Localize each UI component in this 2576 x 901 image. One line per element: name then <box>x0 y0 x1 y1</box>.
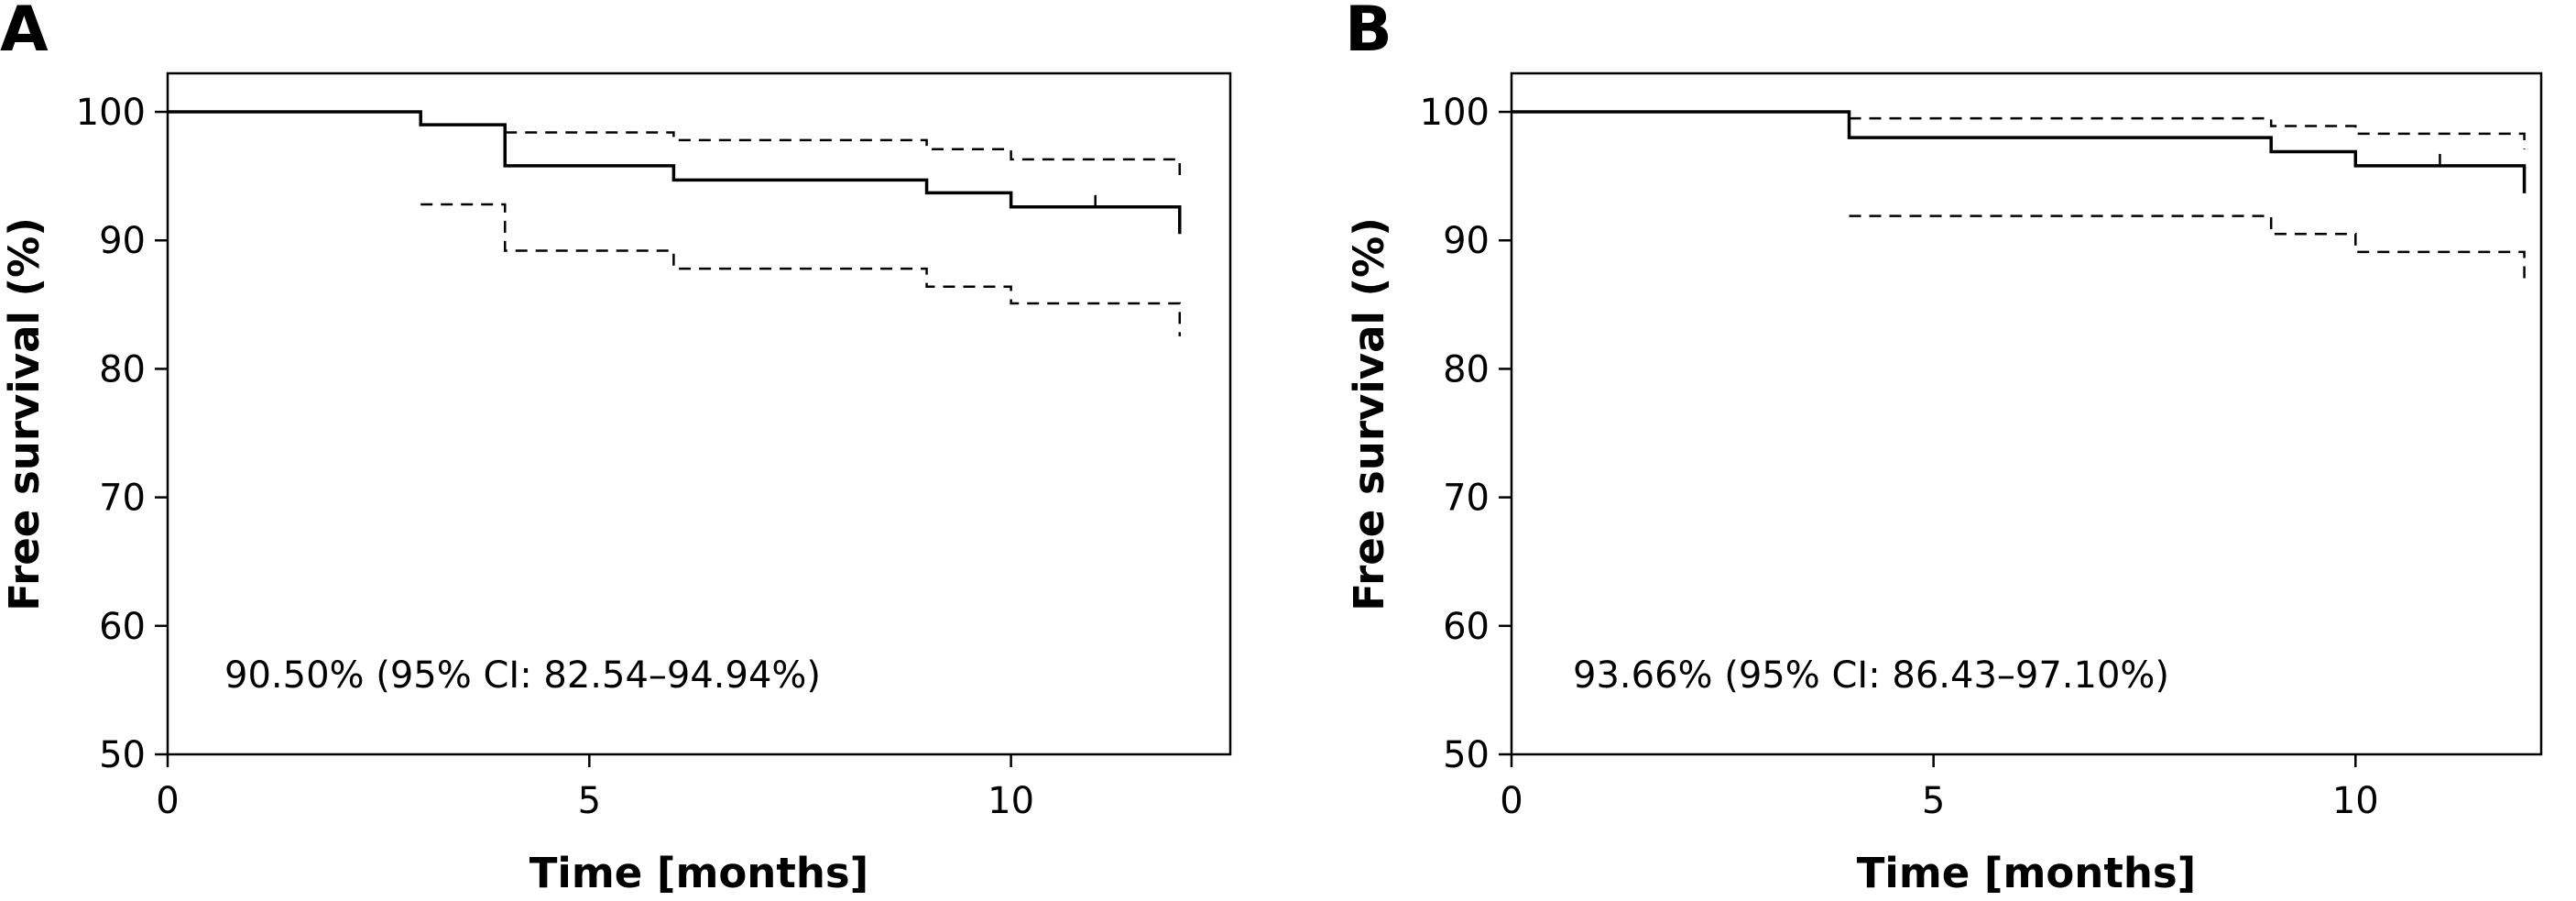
panel-b-annotation: 93.66% (95% CI: 86.43–97.10%) <box>1573 654 2169 697</box>
panel-a-axes: 50 60 70 80 90 100 0 5 10 <box>76 92 1034 822</box>
y-tick-label: 70 <box>99 478 146 520</box>
upper-ci-line <box>505 131 1182 177</box>
panel-b-y-axis-title: Free survival (%) <box>1345 217 1393 611</box>
y-tick-label: 50 <box>1443 734 1490 776</box>
y-tick-label: 80 <box>99 348 146 390</box>
panel-a-x-axis-title: Time [months] <box>529 849 869 897</box>
x-tick-label: 0 <box>156 780 179 822</box>
y-tick-label: 50 <box>99 734 146 776</box>
y-tick-label: 100 <box>76 92 146 134</box>
y-tick-label: 90 <box>1443 220 1490 262</box>
x-tick-label: 5 <box>578 780 601 822</box>
upper-ci-line <box>1849 116 2526 149</box>
x-tick-label: 10 <box>2332 780 2379 822</box>
x-tick-label: 0 <box>1500 780 1523 822</box>
y-tick-label: 80 <box>1443 348 1490 390</box>
panel-a-letter: A <box>0 0 49 66</box>
panel-a-annotation: 90.50% (95% CI: 82.54–94.94%) <box>224 654 821 697</box>
panel-b: B 50 60 70 80 90 100 0 5 10 93.66% (95% CI: 86.4… <box>1345 0 2543 897</box>
survival-curve <box>1512 110 2527 193</box>
panel-a-y-axis-title: Free survival (%) <box>0 217 49 611</box>
panel-b-plot-area <box>1512 110 2527 287</box>
x-tick-label: 5 <box>1922 780 1945 822</box>
survival-curve <box>168 110 1182 235</box>
panel-b-axes: 50 60 70 80 90 100 0 5 10 <box>1420 92 2379 822</box>
y-tick-label: 60 <box>1443 606 1490 648</box>
panel-a: A 50 60 70 80 90 100 0 5 10 90.50% (95% CI: 82.5… <box>0 0 1232 897</box>
panel-b-x-axis-title: Time [months] <box>1857 849 2197 897</box>
y-tick-label: 70 <box>1443 478 1490 520</box>
y-tick-label: 90 <box>99 220 146 262</box>
panel-a-plot-area <box>168 110 1182 336</box>
lower-ci-line <box>420 203 1182 336</box>
panel-b-plot-frame <box>1510 71 2543 756</box>
x-tick-label: 10 <box>988 780 1034 822</box>
y-tick-label: 100 <box>1420 92 1490 134</box>
lower-ci-line <box>1849 214 2526 287</box>
panel-a-plot-frame <box>166 71 1232 756</box>
y-tick-label: 60 <box>99 606 146 648</box>
panel-b-letter: B <box>1345 0 1392 66</box>
